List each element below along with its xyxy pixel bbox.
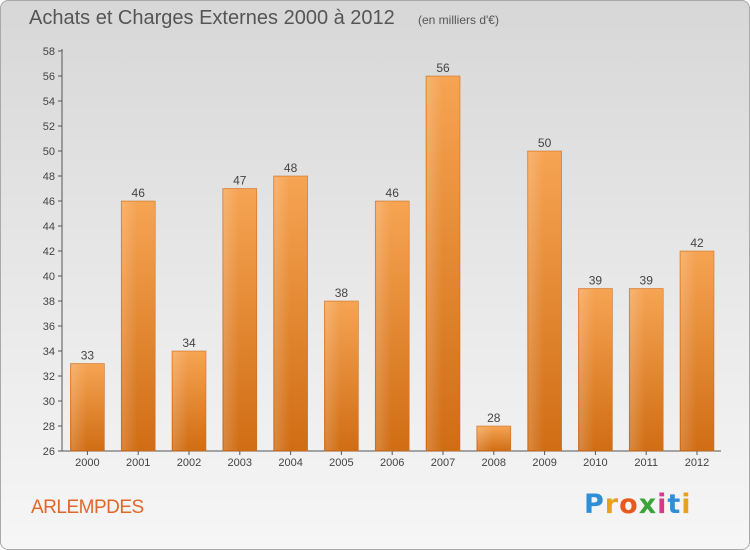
bar-highlight [630, 289, 646, 450]
x-tick-label: 2011 [634, 457, 658, 469]
bar-highlight [173, 352, 189, 450]
logo-letter: P [584, 489, 605, 520]
y-tick-label: 56 [43, 71, 55, 83]
y-tick-label: 38 [43, 296, 55, 308]
chart-subtitle: (en milliers d'€) [418, 13, 499, 27]
x-tick-label: 2002 [177, 457, 201, 469]
bar-highlight [681, 252, 697, 450]
y-tick-label: 30 [43, 396, 55, 408]
bar-highlight [325, 302, 341, 450]
y-tick-label: 26 [43, 446, 55, 458]
x-tick-label: 2004 [278, 457, 302, 469]
data-label: 34 [182, 336, 196, 350]
x-tick-label: 2012 [685, 457, 709, 469]
data-label: 39 [640, 274, 654, 288]
commune-name: ARLEMPDES [31, 497, 144, 518]
y-tick-label: 58 [43, 46, 55, 58]
data-label: 28 [487, 411, 501, 425]
proxiti-logo: Proxiti [584, 489, 692, 520]
y-tick-label: 32 [43, 371, 55, 383]
y-tick-label: 50 [43, 146, 55, 158]
bar-highlight [71, 364, 87, 450]
data-label: 47 [233, 174, 247, 188]
x-tick-label: 2005 [329, 457, 353, 469]
y-tick-label: 36 [43, 321, 55, 333]
y-tick-label: 42 [43, 246, 55, 258]
x-tick-label: 2006 [380, 457, 404, 469]
y-tick-label: 34 [43, 346, 55, 358]
x-tick-label: 2008 [482, 457, 506, 469]
y-tick-label: 44 [43, 221, 55, 233]
bar-highlight [223, 189, 240, 450]
data-label: 50 [538, 136, 552, 150]
x-tick-label: 2003 [228, 457, 252, 469]
logo-letter: t [667, 489, 682, 520]
logo-letter: i [657, 489, 668, 520]
x-tick-label: 2001 [126, 457, 150, 469]
x-tick-label: 2010 [583, 457, 607, 469]
data-label: 39 [589, 274, 603, 288]
bar-highlight [427, 77, 443, 450]
bar-highlight [376, 202, 392, 450]
y-tick-label: 52 [43, 121, 55, 133]
logo-letter: r [604, 489, 620, 520]
data-label: 46 [386, 186, 400, 200]
y-tick-label: 40 [43, 271, 55, 283]
x-tick-label: 2009 [532, 457, 556, 469]
logo-letter: i [681, 489, 692, 520]
y-tick-label: 54 [43, 96, 55, 108]
data-label: 46 [132, 186, 146, 200]
data-label: 38 [335, 286, 349, 300]
bar-highlight [122, 202, 138, 450]
y-tick-label: 46 [43, 196, 55, 208]
logo-letter: o [619, 489, 639, 520]
x-tick-label: 2000 [75, 457, 99, 469]
bar-highlight [579, 289, 595, 450]
logo-letter: x [638, 489, 658, 520]
bar-highlight [274, 177, 290, 450]
y-tick-label: 48 [43, 171, 55, 183]
chart-title: Achats et Charges Externes 2000 à 2012 [29, 7, 395, 29]
y-tick-label: 28 [43, 421, 55, 433]
bar-highlight [477, 427, 494, 450]
data-label: 48 [284, 161, 298, 175]
data-label: 56 [436, 61, 450, 75]
bar-highlight [528, 152, 544, 450]
x-tick-label: 2007 [431, 457, 455, 469]
data-label: 33 [81, 349, 95, 363]
data-label: 42 [690, 236, 704, 250]
